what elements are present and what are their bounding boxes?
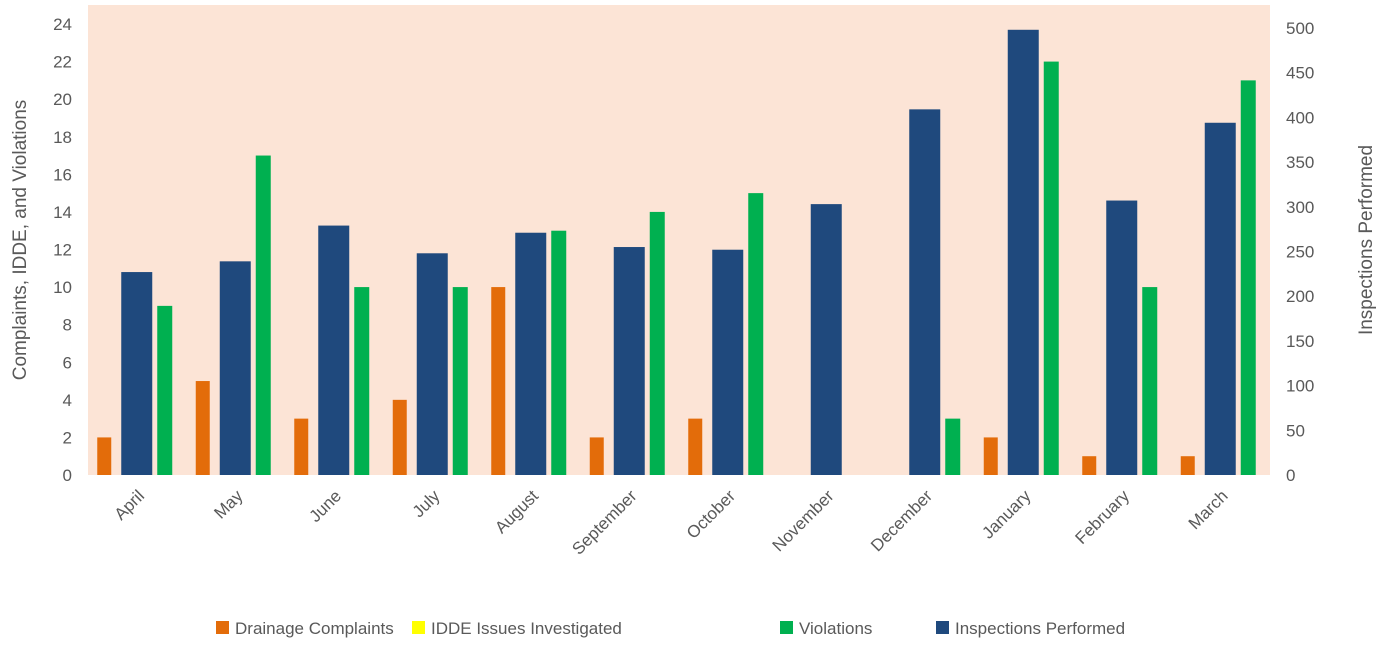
x-tick-label: July [409, 486, 444, 521]
y2-tick-label: 250 [1286, 243, 1314, 262]
bar-drainage-complaints [589, 437, 604, 475]
y-tick-label: 4 [63, 391, 72, 410]
x-tick-label: October [683, 486, 739, 542]
right-axis: 0 50 100 150 200 250 300 350 400 450 500 [1286, 19, 1314, 485]
bar-drainage-complaints [1082, 456, 1097, 475]
x-tick-label: August [491, 486, 542, 537]
bar-drainage-complaints [983, 437, 998, 475]
x-tick-label: January [978, 486, 1035, 543]
y-tick-label: 10 [53, 278, 72, 297]
y2-tick-label: 50 [1286, 421, 1305, 440]
plot-area [88, 5, 1270, 475]
y2-tick-label: 200 [1286, 287, 1314, 306]
bar-violations [649, 211, 665, 475]
legend-label: IDDE Issues Investigated [431, 619, 622, 638]
bar-drainage-complaints [1180, 456, 1195, 475]
bar-inspections-performed [416, 253, 448, 475]
y-tick-label: 14 [53, 203, 72, 222]
y2-tick-label: 350 [1286, 153, 1314, 172]
y-tick-label: 24 [53, 15, 72, 34]
bar-inspections-performed [318, 225, 350, 475]
bars [97, 29, 1256, 476]
x-tick-label: September [568, 486, 640, 558]
x-tick-label: May [210, 486, 246, 522]
bar-inspections-performed [515, 232, 547, 475]
bar-violations [1142, 287, 1158, 475]
y-tick-label: 8 [63, 316, 72, 335]
bar-violations [452, 287, 468, 475]
legend-label: Drainage Complaints [235, 619, 394, 638]
bar-drainage-complaints [294, 418, 309, 475]
y-tick-label: 22 [53, 53, 72, 72]
y2-axis-title: Inspections Performed [1356, 145, 1377, 335]
y-tick-label: 6 [63, 353, 72, 372]
y-tick-label: 18 [53, 128, 72, 147]
bar-violations [551, 230, 567, 475]
x-tick-label: June [306, 486, 346, 526]
y2-tick-label: 100 [1286, 377, 1314, 396]
bar-inspections-performed [1007, 29, 1039, 476]
bar-inspections-performed [1204, 122, 1236, 475]
y-tick-label: 2 [63, 428, 72, 447]
legend-swatch [780, 621, 793, 634]
y2-tick-label: 500 [1286, 19, 1314, 38]
bar-drainage-complaints [491, 287, 506, 475]
bar-violations [945, 418, 961, 475]
y2-tick-label: 450 [1286, 64, 1314, 83]
legend-label: Inspections Performed [955, 619, 1125, 638]
y-tick-label: 20 [53, 90, 72, 109]
y2-tick-label: 300 [1286, 198, 1314, 217]
legend-swatch [412, 621, 425, 634]
x-axis: April May June July August September October No… [111, 486, 1232, 559]
legend-swatch [216, 621, 229, 634]
legend-swatch [936, 621, 949, 634]
y2-tick-label: 400 [1286, 108, 1314, 127]
y-tick-label: 16 [53, 165, 72, 184]
x-tick-label: November [769, 486, 838, 555]
y2-tick-label: 0 [1286, 466, 1295, 485]
x-tick-label: March [1185, 486, 1232, 533]
bar-violations [748, 193, 764, 475]
bar-inspections-performed [613, 247, 645, 475]
x-tick-label: April [111, 486, 148, 523]
bar-inspections-performed [712, 249, 744, 475]
y2-tick-label: 150 [1286, 332, 1314, 351]
bar-violations [157, 305, 173, 475]
bar-violations [255, 155, 271, 475]
bar-violations [1240, 80, 1256, 475]
bar-inspections-performed [810, 204, 842, 476]
bar-inspections-performed [121, 272, 153, 475]
bar-drainage-complaints [688, 418, 703, 475]
y-tick-label: 12 [53, 241, 72, 260]
bar-violations [354, 287, 370, 475]
legend: Drainage Complaints IDDE Issues Investiga… [216, 619, 1125, 638]
bar-violations [1043, 61, 1059, 475]
bar-drainage-complaints [195, 381, 210, 475]
bar-inspections-performed [909, 109, 941, 475]
bar-drainage-complaints [97, 437, 112, 475]
x-tick-label: February [1072, 486, 1134, 548]
x-tick-label: December [867, 486, 936, 555]
bar-inspections-performed [219, 261, 251, 475]
y-tick-label: 0 [63, 466, 72, 485]
legend-label: Violations [799, 619, 872, 638]
bar-drainage-complaints [392, 399, 407, 475]
bar-inspections-performed [1106, 200, 1138, 476]
y-axis-title: Complaints, IDDE, and Violations [10, 100, 31, 381]
